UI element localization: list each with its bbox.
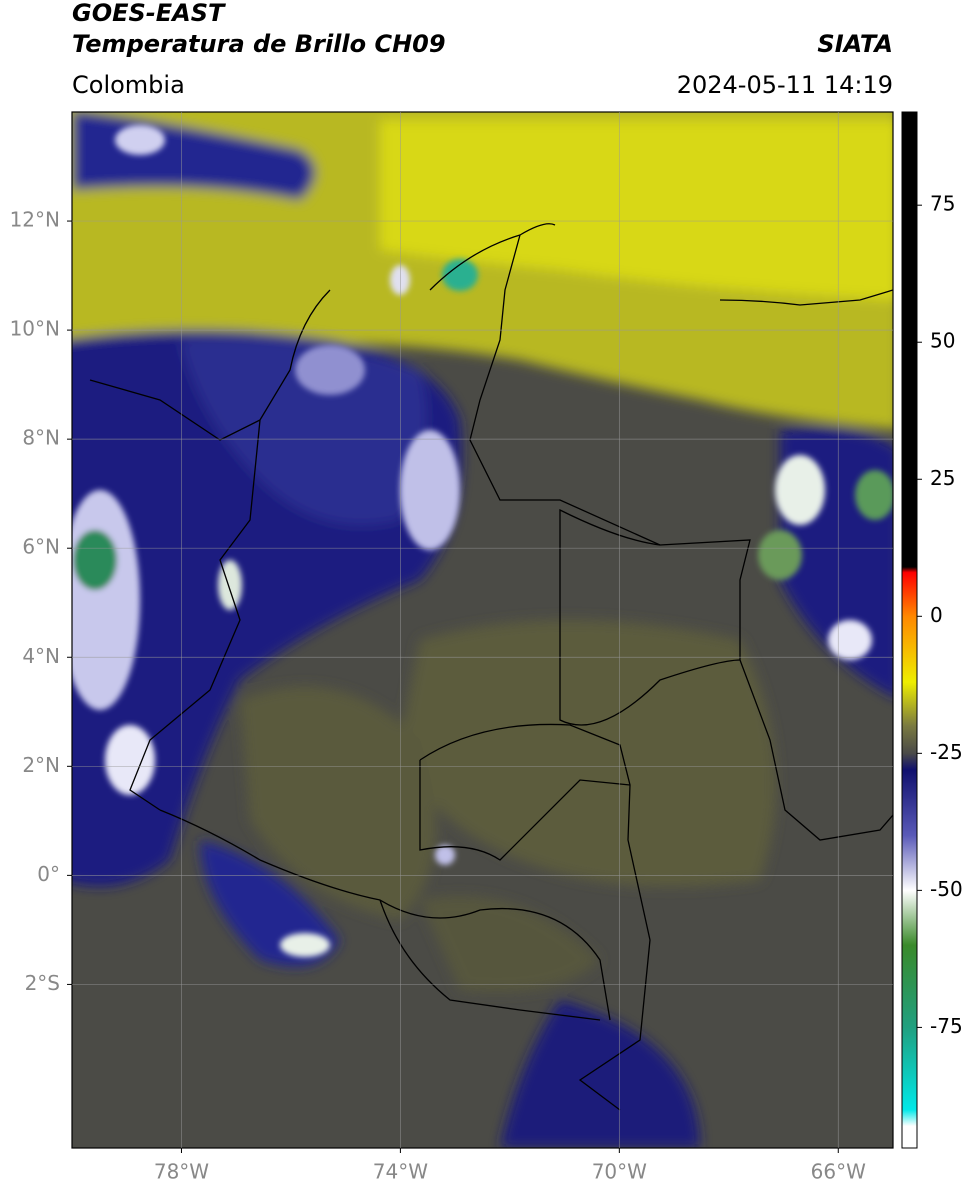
y-tick-label: 12°N [10, 208, 60, 232]
colorbar-tick-label: -75 [930, 1014, 963, 1038]
title-line2: Temperatura de Brillo CH09 [72, 30, 446, 58]
y-tick-label: 0° [37, 862, 60, 886]
colorbar-tick-label: -25 [930, 740, 963, 764]
colorbar-tick-label: 50 [930, 329, 955, 353]
x-tick-label: 78°W [154, 1160, 209, 1184]
satellite-image [72, 112, 893, 1148]
cold-cloud [500, 1000, 700, 1148]
y-tick-label: 4°N [22, 644, 60, 668]
colorbar-tick-label: 0 [930, 603, 943, 627]
borders [89, 223, 893, 1111]
cold-cloud [180, 338, 427, 525]
olive-region [420, 896, 600, 992]
x-tick-label: 66°W [811, 1160, 866, 1184]
colorbar [901, 111, 918, 1149]
y-tick-label: 6°N [22, 535, 60, 559]
timestamp: 2024-05-11 14:19 [677, 71, 893, 99]
region: Colombia [72, 71, 185, 99]
source: SIATA [817, 30, 893, 58]
olive-region [400, 620, 776, 887]
cloud-field [72, 112, 893, 1148]
y-tick-label: 2°S [25, 971, 60, 995]
map-frame [71, 111, 894, 1149]
x-tick-label: 70°W [592, 1160, 647, 1184]
title-line1: GOES-EAST [72, 0, 226, 27]
x-tick-label: 74°W [373, 1160, 428, 1184]
colorbar-tick-label: -50 [930, 877, 963, 901]
y-tick-label: 2°N [22, 753, 60, 777]
convective-cores [72, 125, 893, 957]
colorbar-tick-label: 75 [930, 192, 955, 216]
olive-region [240, 686, 436, 920]
colorbar-tick-label: 25 [930, 466, 955, 490]
y-tick-label: 10°N [10, 317, 60, 341]
y-tick-label: 8°N [22, 426, 60, 450]
yellow-band [380, 120, 893, 300]
